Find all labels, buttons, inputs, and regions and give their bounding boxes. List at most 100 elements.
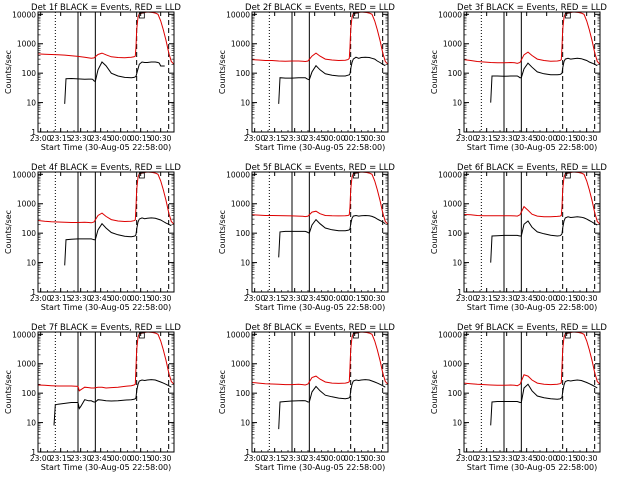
y-axis-label: Counts/sec: [4, 370, 13, 414]
panel-title: Det 6f BLACK = Events, RED = LLD: [457, 163, 607, 173]
events-trace: [53, 379, 172, 426]
x-tick-label: 00:15: [130, 294, 152, 303]
y-tick-label: 100: [236, 229, 251, 238]
x-axis-label: Start Time (30-Aug-05 22:58:00): [467, 463, 598, 472]
y-tick-label: 1000: [443, 360, 462, 369]
x-tick-label: 23:15: [50, 134, 72, 143]
x-tick-label: 23:30: [496, 454, 518, 463]
x-tick-label: 23:00: [244, 294, 266, 303]
y-tick-label: 100: [236, 389, 251, 398]
panel-title: Det 7f BLACK = Events, RED = LLD: [31, 323, 181, 333]
panel-title: Det 2f BLACK = Events, RED = LLD: [245, 3, 395, 13]
y-tick-label: 10000: [438, 330, 462, 339]
x-tick-label: 23:30: [70, 294, 92, 303]
x-tick-label: 00:30: [576, 454, 598, 463]
panel-9: Det 9f BLACK = Events, RED = LLD23:0023:…: [430, 323, 607, 472]
x-tick-label: 00:30: [364, 454, 386, 463]
panel-title: Det 4f BLACK = Events, RED = LLD: [31, 163, 181, 173]
events-trace: [64, 217, 172, 266]
marker-box: [138, 332, 145, 339]
y-tick-label: 100: [448, 229, 463, 238]
y-tick-label: 1000: [17, 200, 36, 209]
x-tick-label: 23:15: [264, 294, 286, 303]
y-tick-label: 1: [457, 448, 462, 457]
panel-title: Det 5f BLACK = Events, RED = LLD: [245, 163, 395, 173]
plot-frame: [463, 11, 601, 133]
x-tick-label: 23:00: [456, 294, 478, 303]
x-tick-label: 23:30: [496, 134, 518, 143]
plot-frame: [37, 11, 175, 133]
x-tick-label: 23:45: [304, 134, 326, 143]
lld-trace: [464, 332, 600, 387]
x-axis-label: Start Time (30-Aug-05 22:58:00): [255, 303, 386, 312]
panel-title: Det 1f BLACK = Events, RED = LLD: [31, 3, 181, 13]
x-tick-label: 23:30: [70, 134, 92, 143]
y-axis-label: Counts/sec: [218, 370, 227, 414]
y-tick-label: 1000: [231, 360, 250, 369]
panel-title: Det 8f BLACK = Events, RED = LLD: [245, 323, 395, 333]
events-trace: [278, 56, 386, 104]
x-tick-label: 00:00: [324, 294, 346, 303]
panel-2: Det 2f BLACK = Events, RED = LLD23:0023:…: [218, 3, 395, 152]
x-tick-label: 00:15: [344, 454, 366, 463]
marker-box: [138, 12, 145, 19]
x-tick-label: 00:30: [150, 454, 172, 463]
x-tick-label: 23:15: [50, 294, 72, 303]
panel-title: Det 3f BLACK = Events, RED = LLD: [457, 3, 607, 13]
x-tick-label: 23:00: [456, 134, 478, 143]
x-tick-label: 00:30: [150, 134, 172, 143]
x-tick-label: 00:00: [110, 294, 132, 303]
x-tick-label: 23:45: [90, 134, 112, 143]
lld-trace: [38, 12, 174, 65]
y-tick-label: 10000: [12, 170, 36, 179]
x-tick-label: 23:00: [244, 134, 266, 143]
plot-frame: [37, 331, 175, 453]
y-tick-label: 1: [245, 448, 250, 457]
x-tick-label: 23:15: [476, 134, 498, 143]
x-tick-label: 00:00: [536, 134, 558, 143]
lld-trace: [252, 12, 388, 65]
x-tick-label: 23:30: [284, 134, 306, 143]
y-tick-label: 100: [448, 389, 463, 398]
x-tick-label: 23:15: [264, 134, 286, 143]
x-tick-label: 00:00: [324, 454, 346, 463]
y-tick-label: 10000: [438, 170, 462, 179]
x-axis-label: Start Time (30-Aug-05 22:58:00): [41, 463, 172, 472]
x-tick-label: 00:30: [150, 294, 172, 303]
x-tick-label: 23:15: [50, 454, 72, 463]
y-tick-label: 10000: [12, 330, 36, 339]
x-axis-label: Start Time (30-Aug-05 22:58:00): [255, 143, 386, 152]
y-tick-label: 10: [240, 99, 250, 108]
y-axis-label: Counts/sec: [218, 50, 227, 94]
events-trace: [278, 214, 386, 258]
marker-box: [352, 172, 359, 179]
x-tick-label: 00:15: [130, 134, 152, 143]
y-tick-label: 1: [245, 288, 250, 297]
y-tick-label: 1: [457, 128, 462, 137]
plot-frame: [463, 171, 601, 293]
x-tick-label: 00:15: [556, 134, 578, 143]
y-tick-label: 100: [22, 229, 37, 238]
y-tick-label: 10: [240, 419, 250, 428]
x-tick-label: 00:15: [556, 294, 578, 303]
marker-box: [352, 12, 359, 19]
y-tick-label: 1: [457, 288, 462, 297]
y-axis-label: Counts/sec: [430, 50, 439, 94]
x-tick-label: 00:00: [536, 454, 558, 463]
y-tick-label: 1: [31, 288, 36, 297]
y-axis-label: Counts/sec: [430, 370, 439, 414]
x-tick-label: 23:45: [516, 134, 538, 143]
x-tick-label: 00:00: [324, 134, 346, 143]
x-tick-label: 23:30: [70, 454, 92, 463]
x-tick-label: 00:15: [130, 454, 152, 463]
y-tick-label: 10: [452, 99, 462, 108]
y-tick-label: 1: [31, 448, 36, 457]
x-axis-label: Start Time (30-Aug-05 22:58:00): [41, 143, 172, 152]
events-trace: [278, 379, 386, 430]
y-tick-label: 100: [236, 69, 251, 78]
y-tick-label: 100: [22, 389, 37, 398]
y-tick-label: 1000: [231, 40, 250, 49]
x-tick-label: 00:30: [576, 294, 598, 303]
x-tick-label: 23:30: [496, 294, 518, 303]
y-tick-label: 100: [448, 69, 463, 78]
